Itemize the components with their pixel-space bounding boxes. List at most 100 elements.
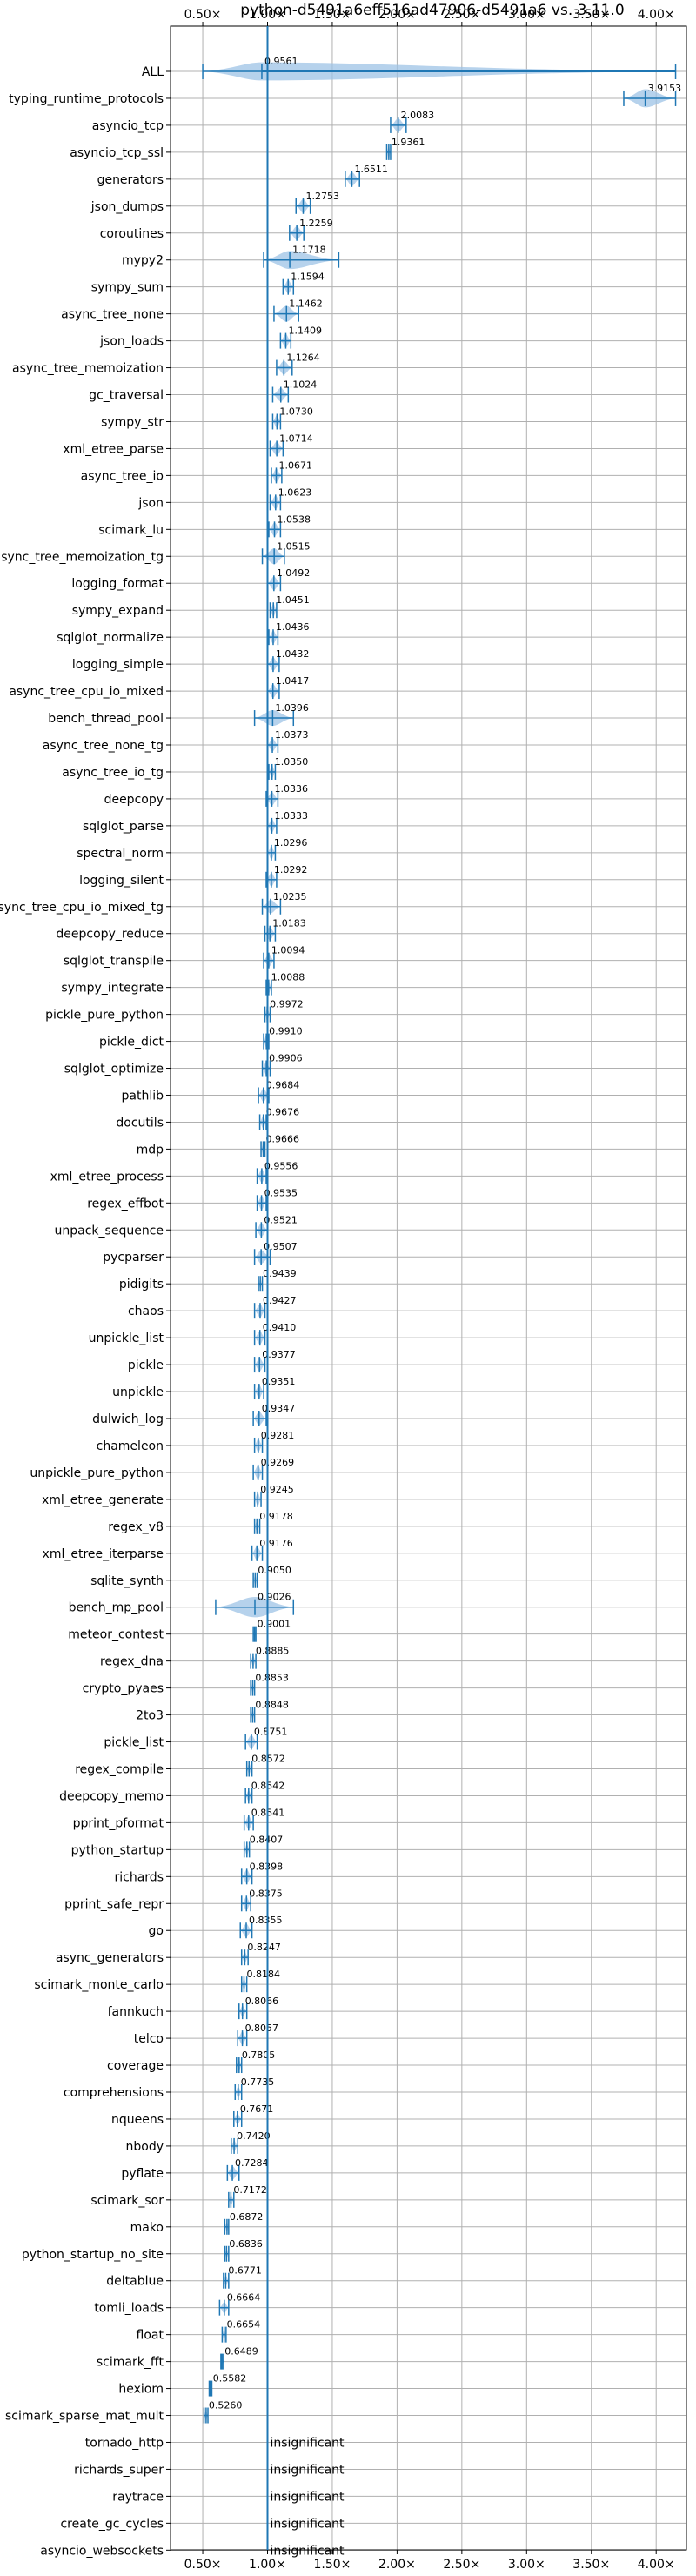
chart-title: python-d5491a6eff516ad47906-d5491a6 vs. … — [240, 2, 624, 19]
benchmark-label: logging_format — [71, 577, 164, 591]
benchmark-label: scimark_fft — [97, 2356, 164, 2370]
tick-label-bottom: 4.00× — [638, 2558, 675, 2572]
benchmark-label: mdp — [137, 1143, 164, 1157]
value-label: 1.0296 — [274, 837, 308, 849]
value-label: 0.8066 — [245, 1996, 279, 2007]
gridlines — [171, 26, 686, 2551]
benchmark-label: mako — [130, 2221, 164, 2235]
benchmark-label: regex_dna — [100, 1655, 164, 1669]
value-label: 0.8848 — [255, 1700, 289, 1711]
tick-label-top: 3.50× — [572, 8, 610, 22]
benchmark-label: sympy_expand — [72, 604, 164, 618]
benchmark-label: sqlglot_parse — [83, 820, 164, 834]
value-label: 0.9906 — [269, 1053, 303, 1064]
value-label: 0.9026 — [258, 1592, 291, 1603]
value-label: 1.0373 — [275, 729, 309, 741]
value-label: 1.0235 — [273, 891, 307, 902]
benchmark-label: scimark_sor — [90, 2194, 164, 2208]
benchmark-label: chameleon — [97, 1439, 164, 1453]
benchmark-label: meteor_contest — [68, 1628, 164, 1642]
value-label: 0.5260 — [209, 2400, 242, 2412]
value-label: 1.0623 — [278, 486, 312, 498]
benchmark-label: richards_super — [74, 2463, 164, 2477]
value-label: 3.9153 — [648, 83, 682, 94]
value-label: 0.6872 — [230, 2211, 264, 2223]
benchmark-label: unpickle_list — [89, 1332, 164, 1345]
benchmark-label: spectral_norm — [77, 847, 164, 861]
tick-label-top: 2.50× — [443, 8, 480, 22]
benchmark-label: sympy_integrate — [61, 982, 164, 996]
value-label: 1.1594 — [291, 272, 325, 283]
benchmark-label: pickle — [128, 1358, 164, 1372]
benchmark-label: crypto_pyaes — [83, 1682, 164, 1696]
benchmark-label: xml_etree_generate — [42, 1493, 164, 1507]
benchmark-label: tomli_loads — [94, 2302, 164, 2316]
value-label: 1.1264 — [286, 352, 320, 364]
value-label: 0.8398 — [250, 1861, 284, 1872]
benchmark-label: async_tree_cpu_io_mixed — [9, 685, 164, 699]
benchmark-label: async_tree_cpu_io_mixed_tg — [0, 901, 164, 915]
value-label: 0.8355 — [249, 1915, 283, 1926]
benchmark-label: scimark_sparse_mat_mult — [5, 2410, 164, 2424]
insignificant-label: insignificant — [270, 2544, 345, 2558]
value-label: 1.0336 — [275, 783, 309, 795]
value-label: 1.0396 — [275, 702, 309, 714]
value-label: 1.6511 — [354, 164, 388, 175]
benchmark-label: unpack_sequence — [55, 1224, 164, 1238]
value-label: 0.8375 — [249, 1888, 283, 1899]
benchmark-label: pickle_dict — [99, 1036, 164, 1050]
benchmark-label: python_startup_no_site — [22, 2248, 164, 2262]
value-label: 0.9910 — [269, 1026, 303, 1037]
value-label: 0.7805 — [242, 2049, 276, 2061]
benchmark-label: json_loads — [99, 335, 164, 349]
benchmark-label: xml_etree_iterparse — [43, 1547, 164, 1561]
benchmark-label: asyncio_websockets — [40, 2544, 164, 2558]
value-label: 0.9347 — [262, 1403, 296, 1414]
value-label: 0.6489 — [224, 2346, 258, 2358]
benchmark-label: sqlite_synth — [90, 1574, 164, 1588]
value-label: 0.8057 — [245, 2023, 279, 2034]
benchmark-label: 2to3 — [136, 1709, 164, 1723]
tick-label-bottom: 0.50× — [184, 2558, 222, 2572]
benchmark-label: sqlglot_optimize — [64, 1063, 164, 1077]
insignificant-label: insignificant — [270, 2490, 345, 2504]
value-label: 1.0094 — [271, 945, 305, 956]
value-label: 0.9556 — [264, 1160, 298, 1171]
value-label: 0.9050 — [258, 1565, 291, 1576]
benchmark-label: deltablue — [106, 2275, 164, 2289]
benchmark-label: regex_compile — [75, 1762, 164, 1776]
benchmark-labels: ALL typing_runtime_protocols asyncio_tcpas… — [0, 65, 164, 2558]
tick-label-bottom: 3.50× — [572, 2558, 610, 2572]
value-label: 0.9439 — [263, 1268, 297, 1279]
benchmark-label: gc_traversal — [89, 389, 164, 403]
benchmark-label: ALL — [142, 65, 164, 79]
value-label: 1.0432 — [276, 648, 310, 660]
value-label: 1.1409 — [288, 325, 322, 337]
benchmark-label: comprehensions — [64, 2086, 164, 2100]
benchmark-label: fannkuch — [108, 2005, 164, 2019]
value-label: 0.7284 — [235, 2157, 269, 2169]
value-label: 1.0417 — [276, 675, 310, 687]
insignificant-label: insignificant — [270, 2517, 345, 2531]
benchmark-label: json — [137, 496, 164, 510]
value-label: 0.7172 — [233, 2184, 267, 2196]
benchmark-label: chaos — [128, 1305, 164, 1318]
value-label: 0.9281 — [261, 1430, 295, 1441]
tick-label-bottom: 1.00× — [249, 2558, 286, 2572]
tick-label-bottom: 1.50× — [313, 2558, 351, 2572]
benchmark-marks: 0.9561 3.9153 2.0083 1.9361 1.6511 1.2753 1.22… — [202, 56, 682, 2558]
value-label: 0.6771 — [228, 2265, 262, 2277]
benchmark-label: scimark_lu — [98, 523, 164, 537]
benchmark-label: bench_mp_pool — [69, 1601, 164, 1615]
benchmark-label: async_tree_memoization — [12, 362, 164, 376]
value-label: 0.9521 — [264, 1214, 298, 1225]
benchmark-label: docutils — [116, 1116, 164, 1130]
benchmark-label: sqlglot_transpile — [64, 955, 164, 969]
benchmark-label: pathlib — [122, 1089, 164, 1103]
benchmark-label: nbody — [126, 2140, 164, 2154]
value-label: 1.0538 — [278, 513, 311, 525]
value-label: 2.0083 — [401, 110, 435, 121]
value-label: 1.9361 — [392, 137, 425, 148]
value-label: 0.9178 — [259, 1511, 293, 1522]
tick-label-bottom: 2.50× — [443, 2558, 480, 2572]
